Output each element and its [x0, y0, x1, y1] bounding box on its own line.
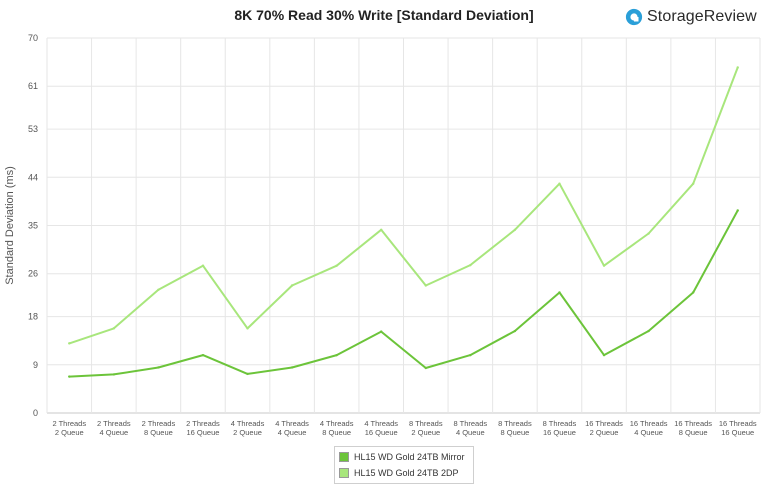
data-point[interactable] — [647, 232, 650, 235]
y-tick-label: 35 — [28, 221, 38, 231]
data-point[interactable] — [469, 263, 472, 267]
data-point[interactable] — [513, 228, 517, 231]
data-point[interactable] — [380, 330, 383, 333]
chart-grid — [46, 37, 761, 414]
legend-label-mirror: HL15 WD Gold 24TB Mirror — [354, 452, 465, 462]
data-point[interactable] — [290, 366, 294, 369]
x-tick-label: 16 Threads 8 Queue — [674, 419, 712, 437]
x-axis-ticks: 2 Threads 2 Queue 2 Threads 4 Queue 2 Thread… — [52, 419, 756, 437]
y-tick-label: 0 — [33, 408, 38, 418]
series-line-mirror[interactable] — [68, 209, 739, 378]
data-point[interactable] — [112, 373, 116, 376]
x-tick-label: 8 Threads 2 Queue — [409, 419, 443, 437]
data-point[interactable] — [201, 353, 205, 357]
y-tick-label: 44 — [28, 172, 38, 182]
x-tick-label: 4 Threads 8 Queue — [320, 419, 354, 437]
series-line-2dp[interactable] — [68, 66, 739, 345]
chart-title: 8K 70% Read 30% Write [Standard Deviatio… — [234, 7, 534, 23]
data-point[interactable] — [736, 209, 739, 212]
data-point[interactable] — [380, 228, 383, 231]
data-point[interactable] — [469, 353, 472, 357]
x-tick-label: 8 Threads 4 Queue — [454, 419, 488, 437]
legend-label-2dp: HL15 WD Gold 24TB 2DP — [354, 468, 459, 478]
data-point[interactable] — [246, 327, 249, 330]
chart-legend: HL15 WD Gold 24TB Mirror HL15 WD Gold 24… — [334, 446, 474, 484]
x-tick-label: 16 Threads 16 Queue — [719, 419, 757, 437]
brand-logo[interactable]: StorageReview — [625, 7, 757, 27]
x-tick-label: 2 Threads 16 Queue — [186, 419, 220, 437]
legend-item-2dp[interactable]: HL15 WD Gold 24TB 2DP — [339, 465, 469, 481]
x-tick-label: 2 Threads 2 Queue — [52, 419, 86, 437]
data-point[interactable] — [691, 182, 695, 185]
data-point[interactable] — [335, 353, 338, 357]
data-point[interactable] — [558, 182, 561, 185]
y-tick-label: 61 — [28, 81, 38, 91]
data-point[interactable] — [558, 291, 561, 294]
data-point[interactable] — [691, 291, 695, 294]
data-point[interactable] — [602, 353, 606, 357]
y-tick-label: 70 — [28, 33, 38, 43]
x-tick-label: 4 Threads 2 Queue — [231, 419, 265, 437]
legend-swatch-2dp — [339, 468, 349, 478]
data-point[interactable] — [290, 284, 294, 287]
data-point[interactable] — [647, 329, 650, 333]
x-tick-label: 8 Threads 16 Queue — [543, 419, 577, 437]
data-point[interactable] — [201, 264, 205, 267]
x-tick-label: 4 Threads 16 Queue — [364, 419, 398, 437]
x-tick-label: 2 Threads 4 Queue — [97, 419, 131, 437]
data-point[interactable] — [602, 264, 606, 267]
x-tick-label: 8 Threads 8 Queue — [498, 419, 532, 437]
y-tick-label: 9 — [33, 360, 38, 370]
data-point[interactable] — [736, 66, 739, 69]
data-point[interactable] — [246, 372, 249, 376]
x-tick-label: 2 Threads 8 Queue — [142, 419, 176, 437]
y-axis-ticks: 0 9 18 26 35 44 53 61 70 — [28, 33, 38, 418]
y-tick-label: 53 — [28, 124, 38, 134]
data-point[interactable] — [68, 342, 71, 345]
data-point[interactable] — [157, 288, 160, 291]
data-point[interactable] — [68, 375, 71, 378]
data-point[interactable] — [513, 329, 517, 333]
x-tick-label: 16 Threads 2 Queue — [585, 419, 623, 437]
data-point[interactable] — [424, 366, 427, 370]
data-point[interactable] — [424, 284, 427, 287]
legend-item-mirror[interactable]: HL15 WD Gold 24TB Mirror — [339, 449, 469, 465]
y-axis-label: Standard Deviation (ms) — [4, 166, 16, 285]
data-point[interactable] — [157, 366, 160, 369]
brand-name: StorageReview — [647, 8, 757, 25]
chart-series — [68, 66, 739, 378]
y-tick-label: 18 — [28, 312, 38, 322]
legend-swatch-mirror — [339, 452, 349, 462]
data-point[interactable] — [112, 327, 116, 330]
x-tick-label: 4 Threads 4 Queue — [275, 419, 309, 437]
x-tick-label: 16 Threads 4 Queue — [630, 419, 668, 437]
y-tick-label: 26 — [28, 269, 38, 279]
storagereview-logo-icon — [625, 8, 643, 26]
data-point[interactable] — [335, 264, 338, 267]
